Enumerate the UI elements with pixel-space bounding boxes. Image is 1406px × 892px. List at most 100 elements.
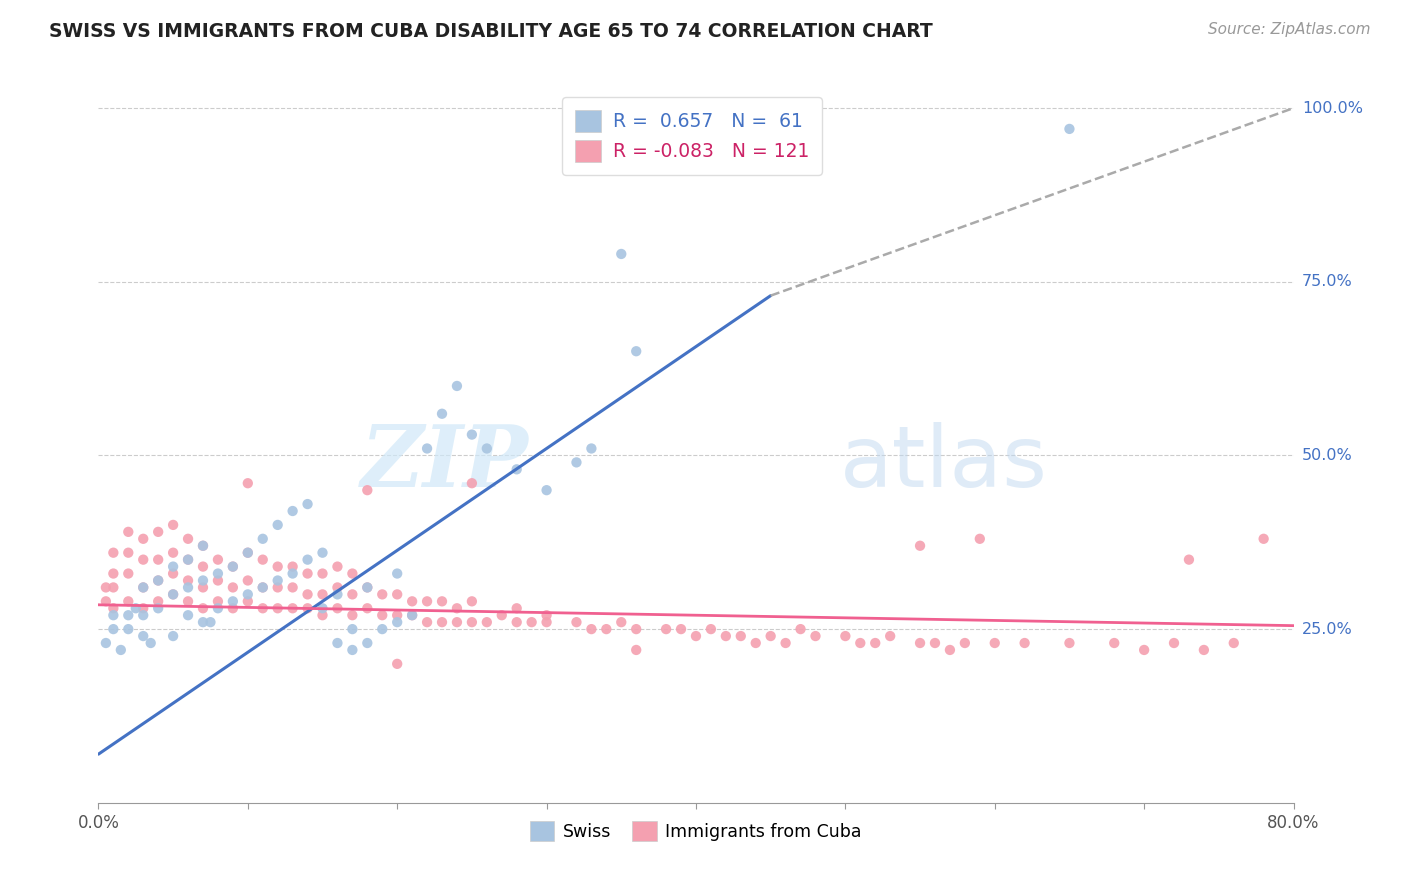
Point xyxy=(385,587,409,601)
Point xyxy=(117,608,139,623)
Point xyxy=(581,442,603,456)
Point xyxy=(626,643,648,657)
Point xyxy=(222,559,245,574)
Point xyxy=(356,581,378,595)
Point xyxy=(759,629,782,643)
Point xyxy=(162,546,184,560)
Point xyxy=(162,629,184,643)
Point xyxy=(311,546,333,560)
Point xyxy=(117,546,139,560)
Point xyxy=(655,622,678,636)
Point xyxy=(326,587,349,601)
Point xyxy=(94,636,117,650)
Point xyxy=(191,539,214,553)
Point xyxy=(297,497,319,511)
Point xyxy=(342,622,364,636)
Point xyxy=(342,566,364,581)
Point xyxy=(117,566,139,581)
Point xyxy=(446,615,468,630)
Point xyxy=(252,581,274,595)
Text: 50.0%: 50.0% xyxy=(1302,448,1353,463)
Point xyxy=(103,601,125,615)
Point xyxy=(626,622,648,636)
Point xyxy=(356,636,378,650)
Point xyxy=(162,559,184,574)
Point xyxy=(385,615,409,630)
Point xyxy=(581,622,603,636)
Point xyxy=(236,594,259,608)
Point xyxy=(969,532,991,546)
Legend: Swiss, Immigrants from Cuba: Swiss, Immigrants from Cuba xyxy=(523,814,869,848)
Point xyxy=(267,517,290,532)
Point xyxy=(865,636,887,650)
Point xyxy=(281,601,304,615)
Point xyxy=(924,636,946,650)
Point xyxy=(177,608,200,623)
Point xyxy=(103,546,125,560)
Point xyxy=(311,587,333,601)
Point xyxy=(148,524,170,539)
Point xyxy=(446,601,468,615)
Point xyxy=(191,601,214,615)
Point xyxy=(267,601,290,615)
Point xyxy=(908,636,931,650)
Point xyxy=(125,601,148,615)
Point xyxy=(148,574,170,588)
Point xyxy=(236,587,259,601)
Point xyxy=(326,636,349,650)
Point xyxy=(281,581,304,595)
Text: 100.0%: 100.0% xyxy=(1302,101,1362,116)
Text: atlas: atlas xyxy=(839,422,1047,505)
Point xyxy=(252,532,274,546)
Point xyxy=(252,552,274,566)
Point xyxy=(669,622,692,636)
Point xyxy=(536,608,558,623)
Point xyxy=(132,608,155,623)
Point xyxy=(461,594,484,608)
Point xyxy=(416,594,439,608)
Point xyxy=(207,552,229,566)
Point xyxy=(1178,552,1201,566)
Point xyxy=(1104,636,1126,650)
Point xyxy=(1223,636,1246,650)
Point xyxy=(401,608,423,623)
Point xyxy=(371,622,394,636)
Point xyxy=(162,517,184,532)
Point xyxy=(117,622,139,636)
Point xyxy=(491,608,513,623)
Point xyxy=(117,524,139,539)
Point xyxy=(326,559,349,574)
Text: SWISS VS IMMIGRANTS FROM CUBA DISABILITY AGE 65 TO 74 CORRELATION CHART: SWISS VS IMMIGRANTS FROM CUBA DISABILITY… xyxy=(49,22,934,41)
Point xyxy=(191,615,214,630)
Point xyxy=(236,546,259,560)
Point xyxy=(281,559,304,574)
Point xyxy=(595,122,617,136)
Text: 25.0%: 25.0% xyxy=(1302,622,1353,637)
Point xyxy=(879,629,901,643)
Point xyxy=(430,615,453,630)
Point xyxy=(117,594,139,608)
Point xyxy=(520,615,543,630)
Point xyxy=(430,594,453,608)
Point xyxy=(297,587,319,601)
Point xyxy=(132,629,155,643)
Point xyxy=(177,581,200,595)
Point xyxy=(714,629,737,643)
Point xyxy=(1014,636,1036,650)
Point xyxy=(311,608,333,623)
Point xyxy=(446,379,468,393)
Point xyxy=(506,615,529,630)
Point xyxy=(162,587,184,601)
Point xyxy=(132,552,155,566)
Point xyxy=(1059,636,1081,650)
Point xyxy=(148,601,170,615)
Point xyxy=(849,636,872,650)
Point xyxy=(401,608,423,623)
Point xyxy=(267,581,290,595)
Point xyxy=(1253,532,1275,546)
Point xyxy=(908,539,931,553)
Point xyxy=(461,427,484,442)
Text: Source: ZipAtlas.com: Source: ZipAtlas.com xyxy=(1208,22,1371,37)
Point xyxy=(356,601,378,615)
Point xyxy=(132,581,155,595)
